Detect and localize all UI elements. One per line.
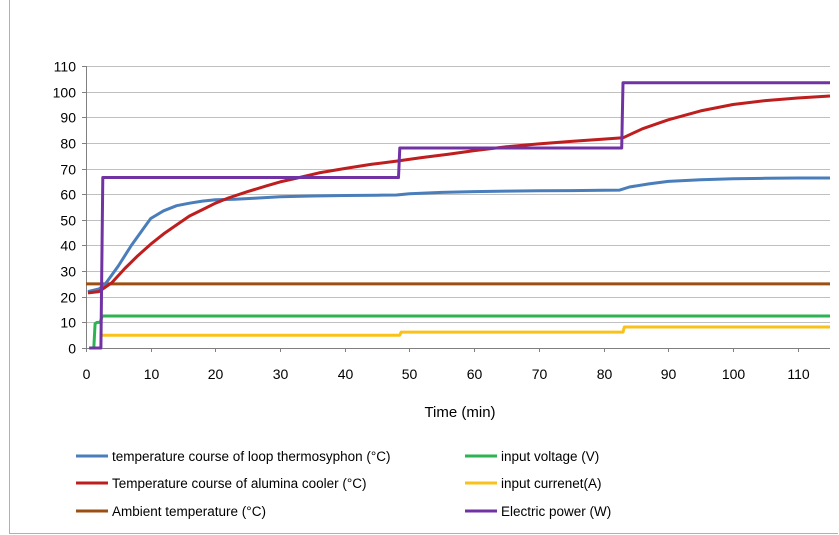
x-axis-ticks: 0 10 20 30 40 50 60 70 80 90 100 110 <box>83 348 810 382</box>
grid-lines <box>86 66 830 323</box>
series-line <box>100 325 830 337</box>
y-tick-label: 30 <box>60 264 76 280</box>
x-tick-label: 0 <box>83 366 91 382</box>
series-lines <box>86 81 831 350</box>
x-tick-label: 100 <box>722 366 746 382</box>
x-tick-label: 40 <box>338 366 354 382</box>
x-tick-label: 50 <box>402 366 418 382</box>
x-tick-label: 90 <box>661 366 677 382</box>
y-tick-label: 60 <box>60 187 76 203</box>
y-tick-label: 20 <box>60 290 76 306</box>
chart-frame <box>9 0 838 534</box>
x-axis-label: Time (min) <box>424 404 495 421</box>
legend-label: Temperature course of alumina cooler (°C… <box>112 476 367 491</box>
x-tick-label: 70 <box>532 366 548 382</box>
x-tick-label: 80 <box>597 366 613 382</box>
legend-label: input voltage (V) <box>501 449 599 464</box>
y-tick-label: 90 <box>60 110 76 126</box>
y-tick-label: 10 <box>60 315 76 331</box>
y-tick-label: 0 <box>68 341 76 357</box>
series-line <box>87 94 831 295</box>
axes <box>86 66 830 349</box>
legend-label: Ambient temperature (°C) <box>112 504 266 519</box>
x-tick-label: 110 <box>787 366 810 382</box>
x-tick-label: 20 <box>208 366 224 382</box>
y-tick-label: 110 <box>54 59 77 75</box>
y-tick-label: 70 <box>60 162 76 178</box>
x-tick-label: 10 <box>144 366 160 382</box>
y-tick-label: 100 <box>53 85 77 101</box>
x-tick-label: 30 <box>273 366 289 382</box>
x-tick-label: 60 <box>467 366 483 382</box>
y-tick-label: 80 <box>60 136 76 152</box>
legend-label: Electric power (W) <box>501 504 611 519</box>
legend: temperature course of loop thermosyphon … <box>76 449 611 519</box>
y-tick-label: 50 <box>60 213 76 229</box>
legend-label: temperature course of loop thermosyphon … <box>112 449 391 464</box>
y-tick-label: 40 <box>60 238 76 254</box>
y-axis-ticks: 0 10 20 30 40 50 60 70 80 90 100 110 <box>53 59 86 357</box>
series-line <box>89 81 830 350</box>
legend-label: input currenet(A) <box>501 476 602 491</box>
series-line <box>87 176 830 294</box>
